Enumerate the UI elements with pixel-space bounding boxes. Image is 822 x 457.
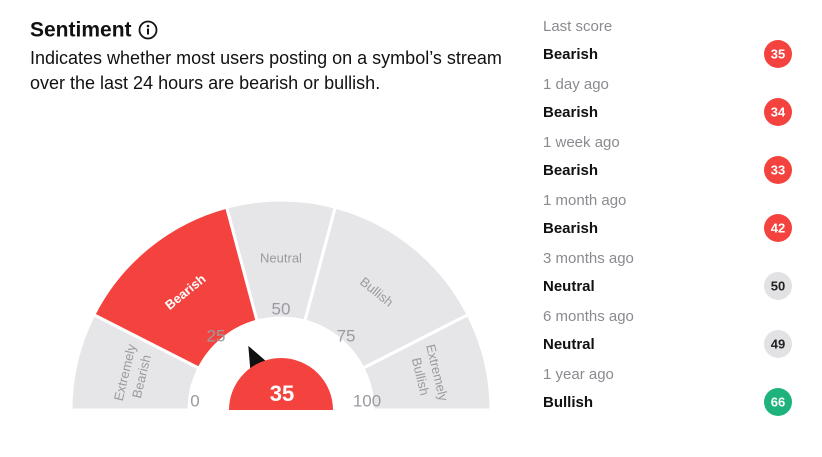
history-sentiment: Bearish (543, 162, 598, 179)
score-value: 66 (771, 394, 785, 409)
value-hub (229, 358, 333, 410)
tick-label: 75 (337, 326, 356, 345)
score-value: 33 (771, 162, 785, 177)
score-badge (764, 214, 792, 242)
score-value: 50 (771, 278, 785, 293)
title: Sentiment (30, 19, 132, 42)
tick-label: 100 (353, 391, 381, 410)
score-value: 49 (771, 336, 785, 351)
score-value: 35 (771, 46, 785, 61)
tick-label: 25 (206, 326, 225, 345)
tick-label: 0 (190, 391, 199, 410)
score-value: 42 (771, 220, 785, 235)
score-badge (764, 330, 792, 358)
score-badge (764, 156, 792, 184)
history-sentiment: Neutral (543, 336, 595, 353)
score-badge (764, 98, 792, 126)
history-when: 1 day ago (543, 76, 609, 93)
info-icon[interactable] (138, 20, 158, 40)
history-sentiment: Bearish (543, 220, 598, 237)
history-sentiment: Bearish (543, 46, 598, 63)
score-badge (764, 40, 792, 68)
history-sentiment: Neutral (543, 278, 595, 295)
history-when: 6 months ago (543, 308, 634, 325)
history-sentiment: Bullish (543, 394, 593, 411)
description-box: Indicates whether most users posting on … (30, 48, 502, 93)
tick-label: 50 (272, 299, 291, 318)
gauge-segment (302, 205, 471, 371)
history-when: 1 year ago (543, 366, 614, 383)
history-when: 1 month ago (543, 192, 626, 209)
score-value: 34 (771, 104, 786, 119)
score-badge (764, 388, 792, 416)
gauge-segment (360, 312, 493, 412)
history-when: 1 week ago (543, 134, 620, 151)
score-badge (764, 272, 792, 300)
history-when: Last score (543, 18, 612, 35)
history-when: 3 months ago (543, 250, 634, 267)
description: Indicates whether most users posting on … (30, 48, 502, 93)
segment-label: Neutral (260, 250, 302, 265)
history-sentiment: Bearish (543, 104, 598, 121)
gauge-value: 35 (270, 381, 294, 406)
gauge-segment (91, 205, 260, 371)
